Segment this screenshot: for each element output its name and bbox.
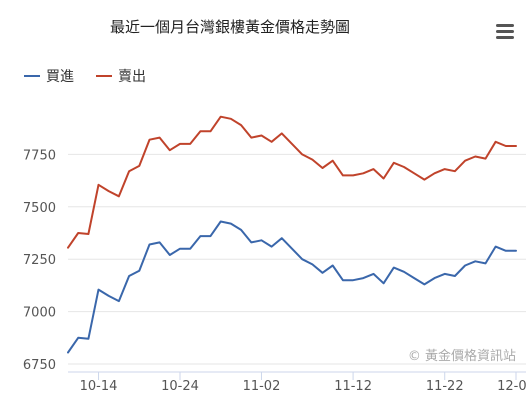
y-tick-label: 7750 bbox=[23, 148, 56, 163]
y-tick-label: 7500 bbox=[23, 201, 56, 216]
legend-item-buy[interactable]: 買進 bbox=[24, 66, 74, 86]
x-tick-label: 10-14 bbox=[80, 379, 118, 394]
x-tick-label: 12-01 bbox=[497, 379, 528, 394]
legend-label-buy: 買進 bbox=[46, 69, 74, 85]
x-tick-label: 10-24 bbox=[161, 379, 199, 394]
legend-swatch-sell bbox=[96, 75, 112, 77]
y-tick-label: 7000 bbox=[23, 306, 56, 321]
series-line-sell[interactable] bbox=[67, 115, 517, 249]
legend: 買進 賣出 bbox=[24, 66, 146, 86]
hamburger-menu-icon[interactable] bbox=[496, 24, 514, 40]
x-tick-label: 11-22 bbox=[426, 379, 464, 394]
legend-swatch-buy bbox=[24, 75, 40, 77]
y-tick-label: 7250 bbox=[23, 253, 56, 268]
legend-item-sell[interactable]: 賣出 bbox=[96, 66, 146, 86]
legend-label-sell: 賣出 bbox=[118, 69, 146, 85]
y-tick-label: 6750 bbox=[23, 358, 56, 373]
watermark-text: © 黃金價格資訊站 bbox=[408, 348, 516, 364]
chart-title: 最近一個月台灣銀樓黃金價格走勢圖 bbox=[110, 18, 351, 36]
x-tick-label: 11-02 bbox=[243, 379, 281, 394]
series-line-buy[interactable] bbox=[67, 220, 517, 354]
x-tick-label: 11-12 bbox=[334, 379, 372, 394]
